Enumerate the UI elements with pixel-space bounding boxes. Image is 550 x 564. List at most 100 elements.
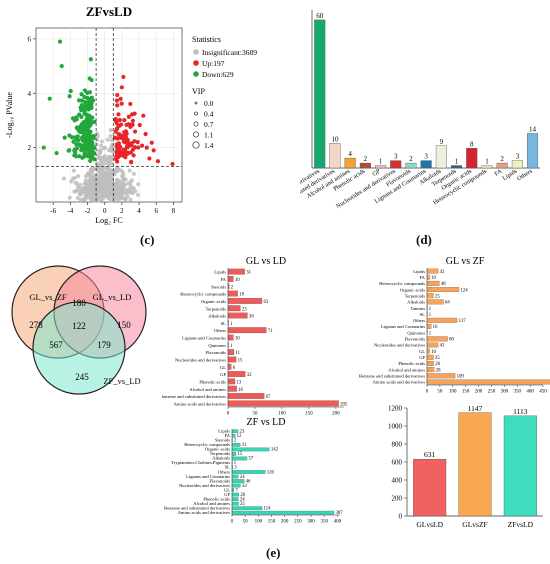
volcano-xtick-label: 6 <box>154 207 158 215</box>
volcano-point-down <box>77 154 82 159</box>
total-bar <box>413 459 447 517</box>
hbar-value-label: 48 <box>441 282 446 287</box>
hbar-xtick-label: 350 <box>513 390 521 395</box>
hbar-category-label: Alkaloids <box>407 300 425 305</box>
hbar-category-label: Alkaloids <box>208 314 226 319</box>
volcano-point-insignificant <box>81 186 86 191</box>
classbar-bar <box>344 157 356 169</box>
venn-circle-2 <box>32 301 126 395</box>
hbar-bar <box>231 429 239 434</box>
classbar-category-label: GP <box>371 167 382 177</box>
total-ytick-label: 800 <box>392 441 403 449</box>
hbar-category-label: Benzene and substituted derivatives <box>164 505 230 510</box>
volcano-point-down <box>72 148 77 153</box>
hbar-value-label: 32 <box>247 373 252 378</box>
volcano-ytick-label: 6 <box>28 35 32 43</box>
volcano-point-down <box>91 134 96 139</box>
hbar-value-label: 109 <box>457 374 465 379</box>
volcano-point-insignificant <box>95 176 100 181</box>
volcano-vip-marker <box>193 121 199 127</box>
hbar-title: GL vs LD <box>246 256 286 267</box>
hbar-category-label: GP <box>220 372 226 377</box>
hbar-value-label: 43 <box>440 270 445 275</box>
hbar-bar <box>227 356 237 363</box>
volcano-point-up <box>170 161 175 167</box>
classbar-value-label: 10 <box>331 135 339 143</box>
volcano-point-insignificant <box>103 172 108 177</box>
volcano-point-insignificant <box>87 188 92 193</box>
volcano-point-up <box>122 130 127 135</box>
hbar-bar <box>426 324 432 329</box>
hbar-bar <box>227 298 263 304</box>
classbar-value-label: 1 <box>455 158 459 166</box>
volcano-point-insignificant <box>69 179 74 184</box>
classbar-category-label: FA <box>493 167 503 177</box>
hbar-bar <box>426 299 444 305</box>
volcano-point-insignificant <box>131 171 136 176</box>
volcano-point-up <box>119 101 124 106</box>
hbar-category-label: Benzene and substituted derivatives <box>359 373 425 378</box>
volcano-point-insignificant <box>97 195 102 200</box>
hbar-value-label: 124 <box>460 288 468 293</box>
hbar-category-label: Alcohol and amines <box>189 387 226 392</box>
classbar-value-label: 8 <box>470 140 474 148</box>
hbar-bar <box>227 371 246 377</box>
hbar-value-label: 36 <box>249 315 254 320</box>
hbar-value-label: 46 <box>246 479 251 484</box>
volcano-point-up <box>144 145 149 150</box>
hbar-value-label: 2 <box>234 439 237 444</box>
hbar-value-label: 31 <box>246 271 251 276</box>
volcano-point-insignificant <box>122 183 127 188</box>
volcano-point-up <box>114 136 119 141</box>
volcano-point-up <box>128 150 133 155</box>
total-category-label: ZFvsLD <box>508 520 534 529</box>
hbar-bar <box>231 474 239 479</box>
volcano-vip-marker <box>193 131 200 138</box>
hbar-bar <box>231 442 241 447</box>
volcano-xtick-label: 0 <box>103 207 107 215</box>
hbar-bar <box>231 501 239 506</box>
volcano-legend-label: Up:197 <box>202 59 225 68</box>
classbar-value-label: 1 <box>379 158 383 166</box>
hbar-xtick-label: 200 <box>281 520 289 525</box>
classbar-bar <box>329 143 341 169</box>
volcano-point-down <box>82 88 87 93</box>
total-ytick-label: 200 <box>392 495 403 503</box>
hbar-bar <box>231 433 236 438</box>
volcano-point-down <box>78 129 83 135</box>
total-ytick-label: 400 <box>392 477 403 485</box>
hbar-xtick-label: 400 <box>334 520 342 525</box>
volcano-point-insignificant <box>83 178 88 183</box>
hbar-bar <box>426 367 435 373</box>
classbar-bar <box>405 162 417 169</box>
volcano-point-insignificant <box>111 188 116 193</box>
volcano-ytick-label: 2 <box>28 144 32 152</box>
hbar-value-label: 12 <box>237 434 242 439</box>
volcano-point-insignificant <box>102 154 107 159</box>
total-category-label: GLvsZF <box>462 520 487 529</box>
hbar-value-label: 43 <box>440 344 445 349</box>
volcano-point-down <box>89 151 94 156</box>
hbar-xtick-label: 0 <box>231 520 234 525</box>
hbar-title: ZF vs LD <box>247 417 286 428</box>
hbar-bar <box>227 290 238 297</box>
volcano-point-insignificant <box>108 128 113 133</box>
volcano-point-up <box>114 149 119 155</box>
volcano-vip-label: 1.4 <box>204 141 214 150</box>
hbar-value-label: 114 <box>264 506 272 511</box>
volcano-point-up <box>116 132 121 137</box>
volcano-ylabel: -Log₁₀ PValue <box>5 92 14 138</box>
hbar-category-label: Alcohol and amines <box>388 367 425 372</box>
volcano-point-insignificant <box>128 183 133 188</box>
hbar-xtick-label: 50 <box>437 390 443 395</box>
hbar-xtick-label: 50 <box>252 412 258 417</box>
hbar-bar <box>227 393 265 399</box>
volcano-point-down <box>89 120 95 125</box>
volcano-point-up <box>130 122 135 127</box>
volcano-point-insignificant <box>106 189 111 194</box>
hbar-bar <box>426 336 448 342</box>
volcano-point-insignificant <box>78 188 83 193</box>
hbar-category-label: Alcohol and amines <box>193 501 230 506</box>
volcano-point-insignificant <box>98 149 103 154</box>
venn-region-count: 180 <box>72 298 86 308</box>
